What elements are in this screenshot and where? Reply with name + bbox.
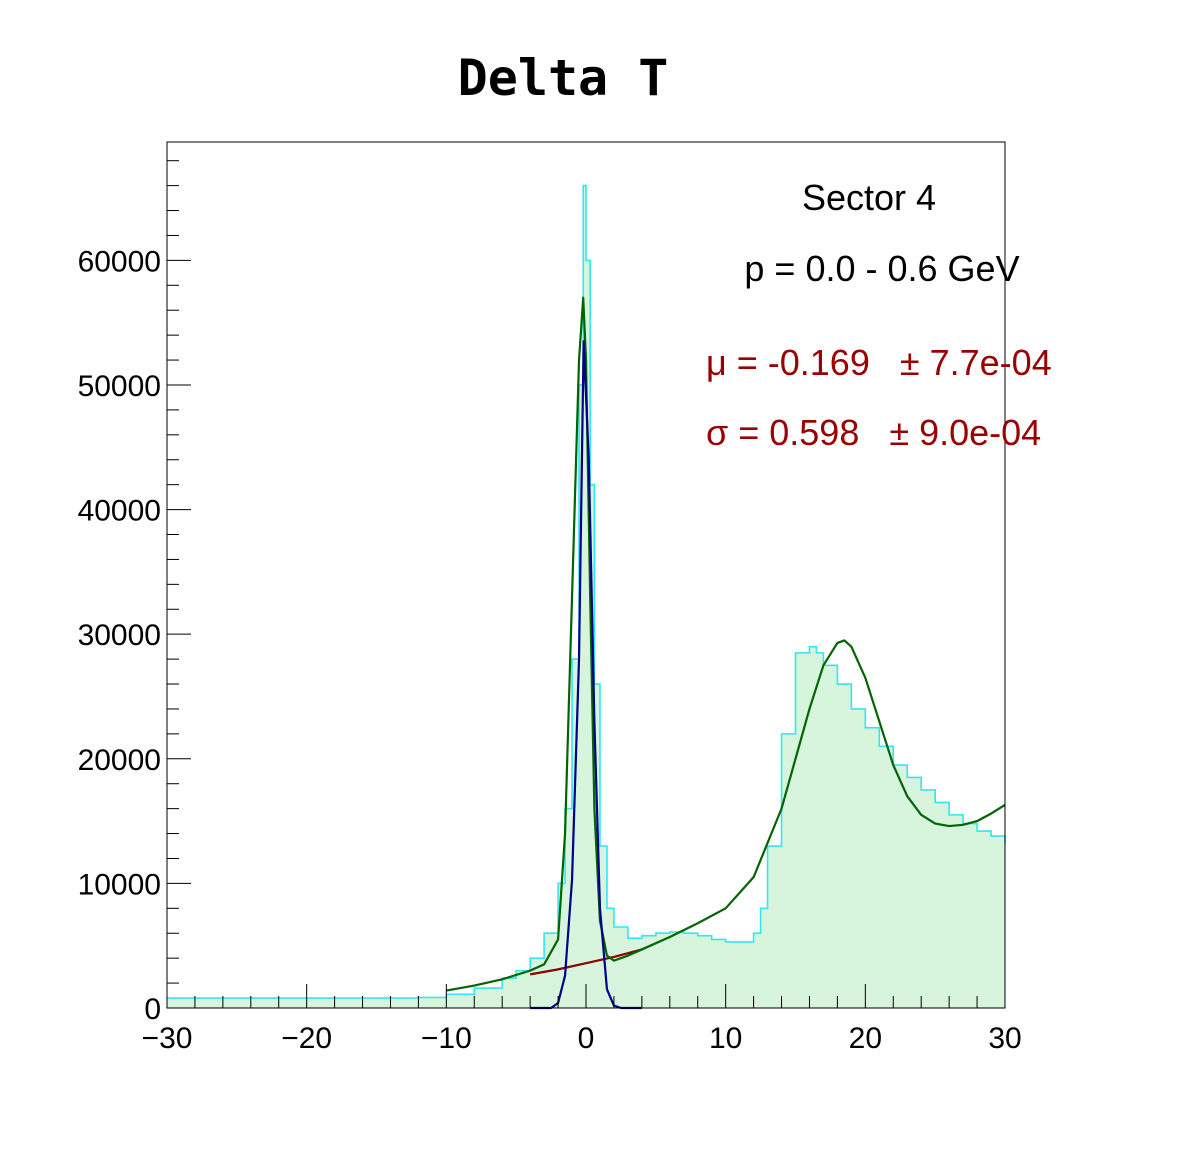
y-tick-label: 50000 <box>78 370 161 403</box>
x-tick-label: −30 <box>142 1022 193 1055</box>
axes: −30 −20 −10 0 10 20 30 0 10000 20000 30000 40000 500… <box>78 141 1022 1055</box>
histogram-outline <box>167 184 1006 999</box>
momentum-label: p = 0.0 - 0.6 GeV <box>744 248 1019 289</box>
y-tick-label: 60000 <box>78 245 161 278</box>
y-tick-label: 30000 <box>78 619 161 652</box>
fit-total-curve <box>446 296 1006 992</box>
y-tick-label: 0 <box>144 993 161 1026</box>
x-tick-label: 30 <box>988 1022 1021 1055</box>
chart-title: Delta T <box>458 49 669 107</box>
fit-background-curve <box>529 948 643 976</box>
x-tick-label: −10 <box>421 1022 472 1055</box>
histogram-fill <box>167 185 1005 1008</box>
x-tick-label: 0 <box>578 1022 595 1055</box>
y-tick-label: 20000 <box>78 744 161 777</box>
x-tick-label: −20 <box>281 1022 332 1055</box>
fit-gaussian-curve <box>530 340 642 1010</box>
y-tick-label: 10000 <box>78 868 161 901</box>
y-tick-label: 40000 <box>78 495 161 528</box>
sigma-label: σ = 0.598 ± 9.0e-04 <box>706 412 1041 453</box>
mu-label: μ = -0.169 ± 7.7e-04 <box>706 342 1052 383</box>
x-tick-label: 20 <box>849 1022 882 1055</box>
plot-area <box>167 184 1006 1010</box>
annotations: Sector 4 p = 0.0 - 0.6 GeV μ = -0.169 ± … <box>706 177 1052 453</box>
x-tick-label: 10 <box>709 1022 742 1055</box>
sector-label: Sector 4 <box>802 177 936 218</box>
